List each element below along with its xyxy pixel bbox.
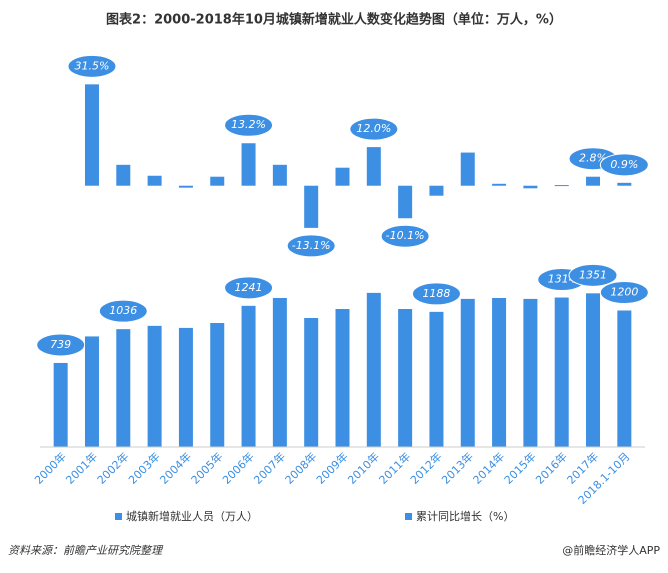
bar <box>492 183 507 186</box>
bar <box>272 164 287 186</box>
bar <box>460 298 475 447</box>
bar <box>178 327 193 447</box>
bar <box>617 310 632 447</box>
data-label: 1200 <box>610 286 638 299</box>
bar <box>272 297 287 447</box>
label-bubble <box>411 282 461 306</box>
bar <box>304 185 319 228</box>
legend-label: 城镇新增就业人员（万人） <box>126 509 258 523</box>
credit: @前瞻经济学人APP <box>562 543 660 557</box>
source: 资料来源：前瞻产业研究院整理 <box>8 544 164 557</box>
x-tick-label: 2002年 <box>94 449 131 486</box>
bar <box>460 152 475 186</box>
data-label: 739 <box>50 338 71 351</box>
x-tick-label: 2005年 <box>188 449 225 486</box>
legend-swatch <box>115 513 122 520</box>
legend-swatch <box>405 513 412 520</box>
label-bubble <box>380 224 430 248</box>
bar <box>84 336 99 447</box>
data-label: -13.1% <box>292 239 331 252</box>
x-tick-label: 2008年 <box>282 449 319 486</box>
data-label: 2.8% <box>579 152 607 165</box>
x-tick-label: 2007年 <box>251 449 288 486</box>
legend-label: 累计同比增长（%） <box>416 509 514 523</box>
data-label: -10.1% <box>386 229 425 242</box>
x-tick-label: 2010年 <box>345 449 382 486</box>
label-bubble <box>349 117 399 141</box>
bar <box>147 325 162 447</box>
x-tick-label: 2016年 <box>532 449 569 486</box>
x-tick-label: 2009年 <box>313 449 350 486</box>
bar <box>335 167 350 186</box>
bar <box>366 292 381 447</box>
bar <box>492 297 507 447</box>
data-label: 1351 <box>579 268 607 281</box>
label-bubble <box>286 234 336 258</box>
data-label: 0.9% <box>610 158 638 171</box>
bar <box>53 362 68 447</box>
bar <box>554 185 569 187</box>
x-tick-label: 2004年 <box>157 449 194 486</box>
bar <box>554 297 569 447</box>
bar <box>210 323 225 447</box>
x-tick-label: 2014年 <box>470 449 507 486</box>
data-label: 1241 <box>235 281 263 294</box>
bar <box>429 185 444 196</box>
data-label: 13.2% <box>231 118 266 131</box>
label-bubble <box>67 54 117 78</box>
bar <box>241 305 256 447</box>
x-tick-label: 2003年 <box>125 449 162 486</box>
label-bubble <box>568 263 618 287</box>
bar <box>84 84 99 186</box>
label-bubble <box>98 299 148 323</box>
bar <box>147 175 162 186</box>
bar <box>210 176 225 186</box>
bar <box>398 185 413 219</box>
bar <box>523 185 538 189</box>
bar <box>586 176 601 186</box>
bar <box>586 293 601 447</box>
x-tick-label: 2013年 <box>439 449 476 486</box>
bar <box>366 147 381 186</box>
bar <box>304 318 319 447</box>
label-bubble <box>599 153 649 177</box>
x-tick-label: 2000年 <box>31 449 68 486</box>
x-tick-label: 2012年 <box>407 449 444 486</box>
bar <box>116 329 131 447</box>
x-tick-label: 2011年 <box>376 449 413 486</box>
chart-title: 图表2：2000-2018年10月城镇新增就业人数变化趋势图（单位：万人，%） <box>106 12 562 28</box>
label-bubble <box>599 281 649 304</box>
data-label: 12.0% <box>356 122 391 135</box>
data-label: 1036 <box>109 304 137 317</box>
bar <box>617 182 632 186</box>
bar <box>523 298 538 447</box>
bar <box>241 143 256 186</box>
x-tick-label: 2015年 <box>501 449 538 486</box>
bar <box>116 164 131 186</box>
x-tick-label: 2006年 <box>219 449 256 486</box>
bar <box>335 309 350 447</box>
label-bubble <box>224 113 274 137</box>
data-label: 1188 <box>422 287 450 300</box>
x-tick-label: 2001年 <box>63 449 100 486</box>
bar <box>398 309 413 447</box>
bar <box>429 311 444 447</box>
label-bubble <box>224 276 274 300</box>
bar <box>178 185 193 188</box>
label-bubble <box>36 333 86 357</box>
data-label: 31.5% <box>74 59 109 72</box>
